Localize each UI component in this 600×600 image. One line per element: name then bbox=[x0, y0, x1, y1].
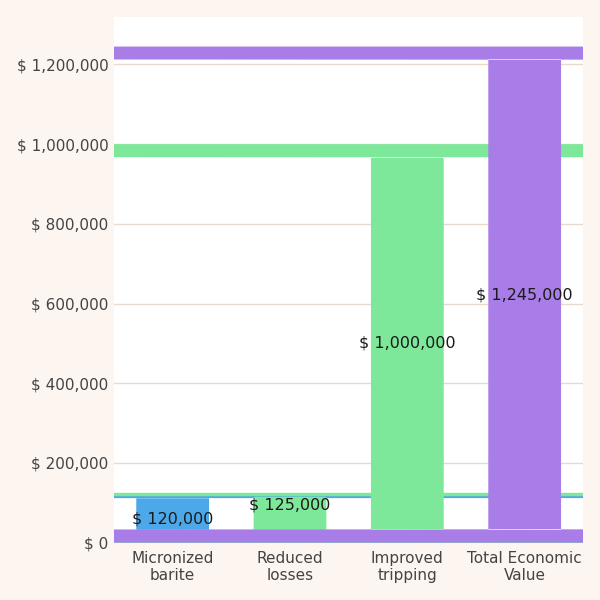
FancyBboxPatch shape bbox=[0, 47, 600, 542]
FancyBboxPatch shape bbox=[0, 493, 600, 542]
FancyBboxPatch shape bbox=[0, 495, 600, 542]
Text: $ 120,000: $ 120,000 bbox=[132, 511, 214, 526]
Text: $ 1,000,000: $ 1,000,000 bbox=[359, 336, 455, 351]
FancyBboxPatch shape bbox=[0, 144, 600, 542]
Text: $ 125,000: $ 125,000 bbox=[249, 498, 331, 513]
Text: $ 1,245,000: $ 1,245,000 bbox=[476, 287, 573, 302]
